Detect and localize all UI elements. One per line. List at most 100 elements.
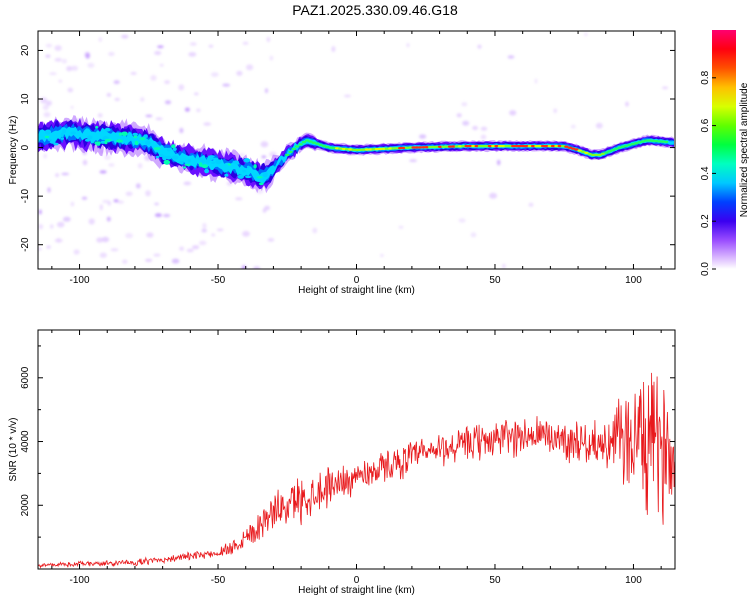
noise-blob [99,204,103,211]
noise-blob [43,153,47,159]
clump [104,140,108,145]
noise-blob [38,247,42,251]
noise-blob [62,216,71,222]
noise-blob [179,246,185,251]
core-dash [647,139,652,142]
noise-blob [201,228,207,233]
core-dash [504,144,509,148]
noise-blob [54,57,62,62]
noise-blob [208,44,214,48]
noise-blob [153,253,161,257]
noise-blob [85,52,90,59]
noise-blob [55,173,59,178]
noise-blob [216,228,224,232]
snr-panel: -100 -50 0 50 100 2000 4000 6000 Height of strai… [8,329,676,596]
noise-blob [70,65,79,71]
clump [237,174,244,179]
noise-blob [241,265,247,269]
colorbar-tick-label: 0.0 [700,262,711,276]
ridge-layer-2 [38,119,674,187]
noise-blob [528,202,534,207]
noise-blob [104,155,111,160]
noise-blob [269,55,274,61]
core-dash [481,144,486,148]
clump [163,159,171,165]
noise-blob [509,110,517,116]
clump [182,166,187,169]
core-dash [590,153,596,157]
clump [60,132,64,138]
noise-blob [46,245,51,249]
noise-blob [38,209,42,215]
noise-blob [154,51,162,55]
clump [227,163,232,166]
clump [246,165,250,169]
clump [118,132,123,136]
core-dash [421,146,426,149]
clump [53,142,59,146]
core-dash [614,147,619,150]
x-tick-label: 50 [489,275,501,286]
noise-blob [61,58,68,64]
clump [256,176,263,179]
clump [166,147,171,152]
clump [145,140,151,146]
clump [132,132,138,136]
core-dash [594,153,599,157]
clump [166,155,172,160]
noise-blob [154,202,159,206]
core-dash [444,145,449,148]
core-dash [507,144,513,148]
noise-blob [242,41,249,45]
noise-blob [507,55,515,59]
core-dash [441,145,446,148]
clump [158,154,164,158]
noise-blob [146,232,154,238]
core-dash [368,148,373,151]
noise-blob [145,258,153,262]
y-tick-label: 0 [20,144,31,150]
clump [153,147,161,151]
core-dash [394,147,400,150]
noise-blob [110,248,119,252]
noise-blob [145,114,153,118]
core-dash [487,144,493,148]
clump [100,140,106,144]
noise-blob [73,249,80,255]
noise-blob [56,238,61,243]
core-dash [521,144,526,148]
noise-blob [135,183,141,189]
noise-blob [140,97,145,102]
noise-blob [145,190,151,197]
clump [232,160,239,164]
noise-blob [159,63,164,67]
clump [184,163,191,166]
clump [85,138,91,142]
noise-blob [81,196,88,200]
colorbar: 0.0 0.2 0.4 0.6 0.8 Normalized spectral ampl… [700,30,750,276]
core-dash [378,147,383,151]
core-dash [348,148,353,151]
colorbar-label: Normalized spectral amplitude [739,82,750,217]
noise-blob [101,236,110,243]
clump [62,129,67,134]
clump [200,158,206,163]
core-dash [654,139,659,143]
noise-blob [113,199,119,203]
noise-blob [108,52,115,56]
spectrogram-ridge [38,115,674,194]
noise-blob [113,80,120,85]
noise-blob [130,72,137,75]
core-dash [471,144,476,148]
core-dash [418,146,423,149]
core-dash [401,146,406,150]
clump [155,155,160,159]
core-dash [497,144,503,148]
colorbar-tick-label: 0.8 [700,70,711,84]
core-dash [321,144,326,148]
core-dash [580,150,586,153]
ridge-clumps [44,125,268,186]
noise-blob [179,127,184,134]
noise-blob [210,72,219,77]
